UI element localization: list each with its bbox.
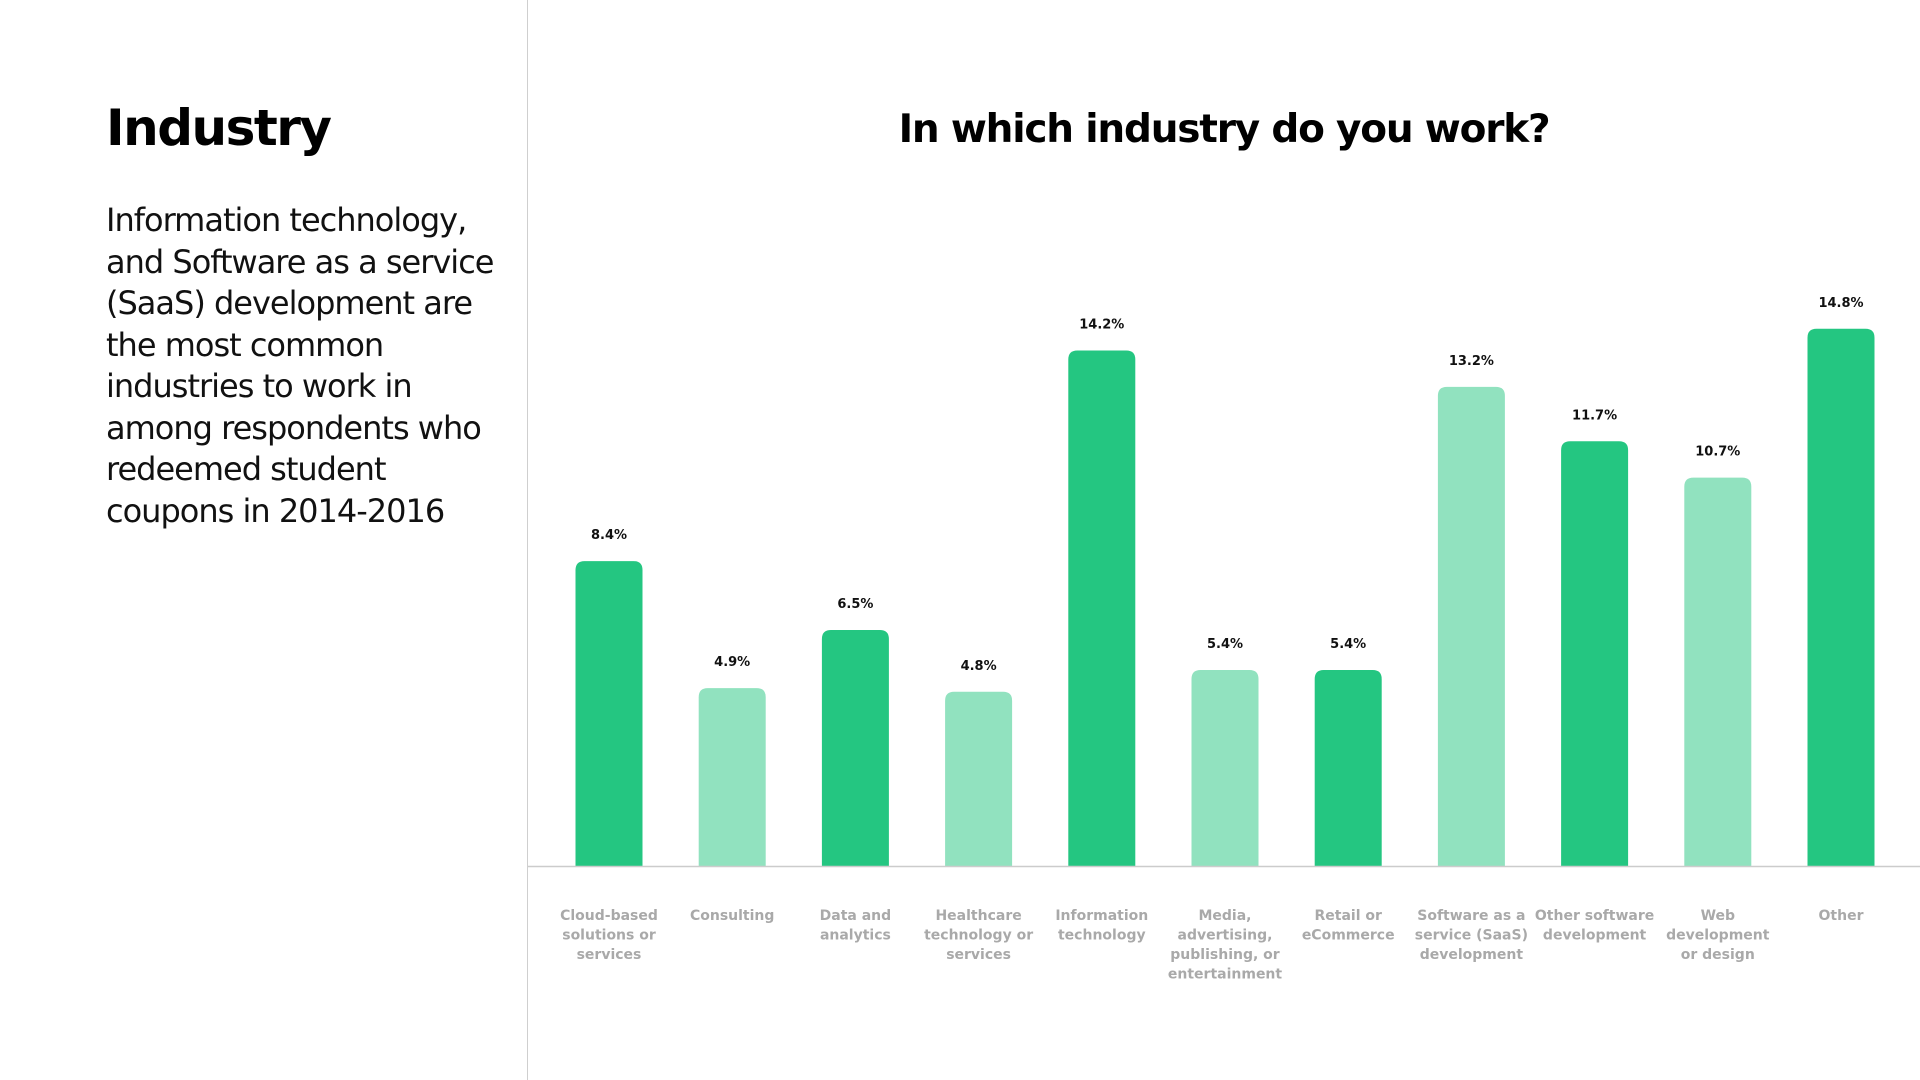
category-label: Web development or design — [1666, 908, 1770, 963]
category-label-line: Other software — [1535, 908, 1654, 924]
category-label-line: development — [1420, 947, 1524, 963]
bar — [1437, 386, 1505, 866]
category-label-line: Consulting — [690, 908, 774, 924]
bar — [1314, 669, 1382, 866]
category-label-line: Retail or — [1314, 908, 1382, 924]
category-label-line: Data and — [820, 908, 892, 924]
category-label-line: solutions or — [562, 928, 656, 944]
section-title: Industry — [106, 99, 332, 157]
category-label: Other software development — [1535, 908, 1654, 944]
category-label-line: service (SaaS) — [1415, 928, 1528, 944]
category-label: Information technology — [1055, 908, 1148, 944]
category-label: Other — [1819, 908, 1864, 924]
category-label-line: services — [577, 947, 642, 963]
category-label-line: Cloud-based — [560, 908, 658, 924]
category-label-line: advertising, — [1178, 928, 1273, 944]
category-label: Software as a service (SaaS) development — [1415, 908, 1528, 963]
category-label-line: analytics — [820, 928, 891, 944]
category-label-line: or design — [1681, 947, 1755, 963]
category-label: Retail or eCommerce — [1302, 908, 1395, 944]
bar — [1807, 328, 1875, 866]
category-label-line: eCommerce — [1302, 928, 1395, 944]
bar — [698, 688, 766, 866]
category-labels-group: Cloud-based solutions or services Consultin… — [560, 908, 1863, 983]
bar — [575, 561, 643, 866]
category-label-line: Other — [1819, 908, 1864, 924]
category-label-line: Healthcare — [935, 908, 1021, 924]
bar-value-label: 14.2% — [1079, 318, 1124, 333]
bar-value-label: 10.7% — [1695, 445, 1740, 460]
bar — [1191, 669, 1259, 866]
category-label-line: Information — [1055, 908, 1148, 924]
category-label: Healthcare technology or services — [924, 908, 1033, 963]
category-label-line: Software as a — [1417, 908, 1525, 924]
bar — [821, 630, 889, 866]
value-labels-group: 8.4% 4.9% 6.5% 4.8% 14.2% 5.4% 5.4% 13.2% 11.7% 1… — [591, 296, 1864, 674]
bar-value-label: 5.4% — [1330, 637, 1366, 652]
category-label-line: Media, — [1198, 908, 1251, 924]
category-label: Data and analytics — [820, 908, 892, 944]
bar — [1561, 441, 1629, 866]
category-label-line: Web — [1701, 908, 1735, 924]
category-label-line: development — [1666, 928, 1770, 944]
bar — [1684, 477, 1752, 866]
bar-value-label: 8.4% — [591, 528, 627, 543]
bar-value-label: 5.4% — [1207, 637, 1243, 652]
category-label-line: development — [1543, 928, 1647, 944]
bar-value-label: 4.8% — [961, 659, 997, 674]
bars-group — [575, 328, 1875, 866]
category-label: Cloud-based solutions or services — [560, 908, 658, 963]
chart-title: In which industry do you work? — [898, 107, 1551, 152]
summary-text: Information technology, and Software as … — [106, 201, 494, 530]
bar — [945, 691, 1013, 866]
bar-value-label: 4.9% — [714, 655, 750, 670]
category-label: Consulting — [690, 908, 774, 924]
left-panel: Industry Information technology, and Sof… — [0, 0, 528, 1080]
category-label-line: technology or — [924, 928, 1033, 944]
category-label-line: publishing, or — [1170, 947, 1280, 963]
bar-value-label: 6.5% — [837, 597, 873, 612]
bar-value-label: 13.2% — [1449, 354, 1494, 369]
category-label-line: services — [946, 947, 1011, 963]
category-label: Media, advertising, publishing, or entertai… — [1168, 908, 1283, 983]
category-label-line: entertainment — [1168, 967, 1283, 983]
category-label-line: technology — [1058, 928, 1146, 944]
bar-value-label: 14.8% — [1818, 296, 1863, 311]
bar — [1068, 350, 1136, 866]
bar-value-label: 11.7% — [1572, 408, 1617, 423]
